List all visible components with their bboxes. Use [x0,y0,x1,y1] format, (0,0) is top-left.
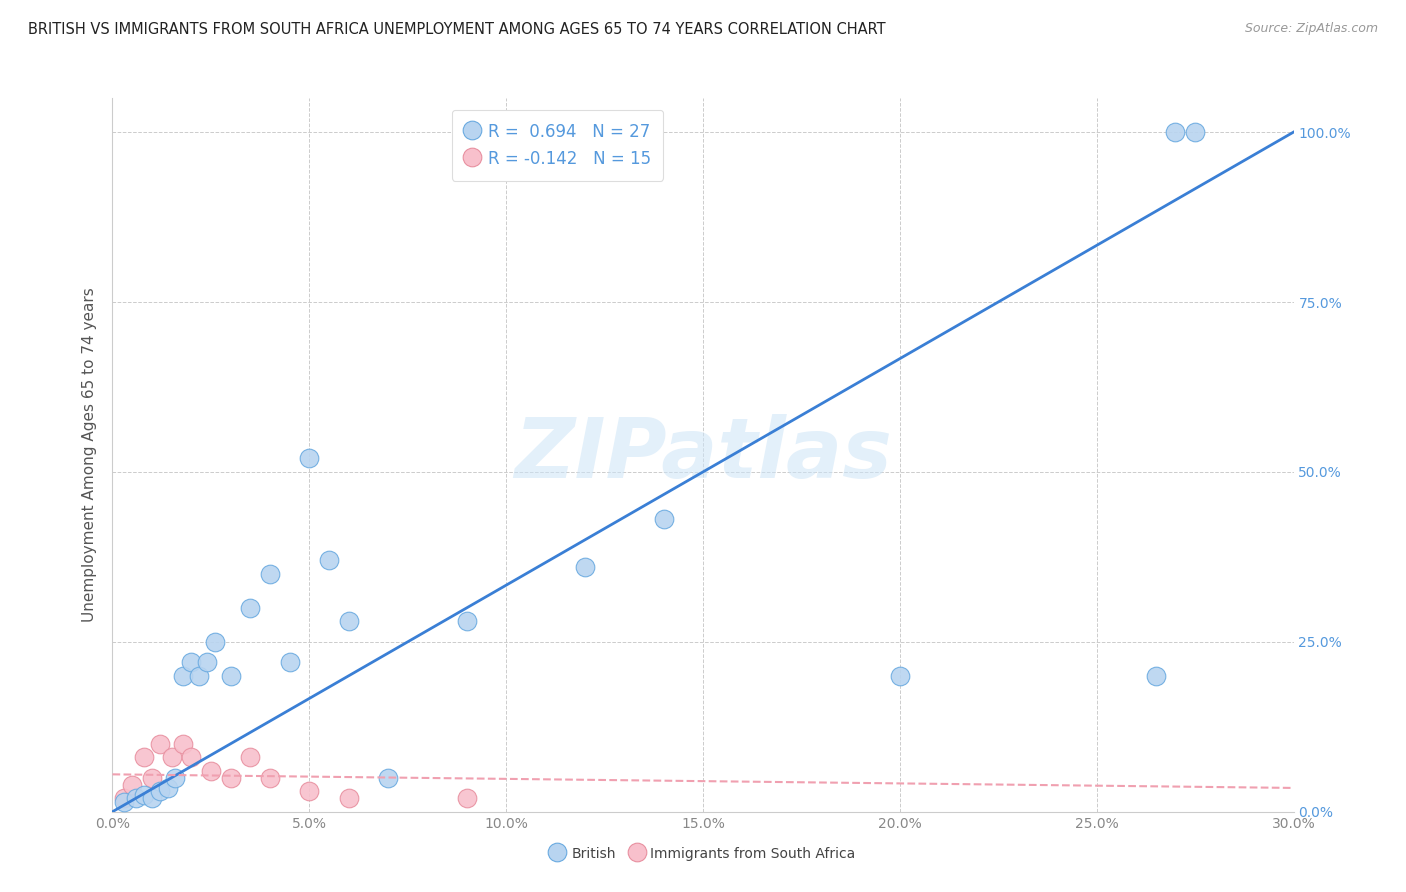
Point [125,791,148,805]
Point [1184,125,1206,139]
Point [172,669,194,683]
Point [574,560,596,574]
Point [239,750,262,764]
Point [337,791,360,805]
Point [456,615,478,629]
Point [259,771,281,785]
Point [112,795,135,809]
Point [239,600,262,615]
Point [149,737,172,751]
Point [188,669,211,683]
Point [278,655,301,669]
Point [298,784,321,798]
Point [132,750,155,764]
Text: Source: ZipAtlas.com: Source: ZipAtlas.com [1244,22,1378,36]
Text: BRITISH VS IMMIGRANTS FROM SOUTH AFRICA UNEMPLOYMENT AMONG AGES 65 TO 74 YEARS C: BRITISH VS IMMIGRANTS FROM SOUTH AFRICA … [28,22,886,37]
Point [160,750,183,764]
Point [889,669,911,683]
Y-axis label: Unemployment Among Ages 65 to 74 years: Unemployment Among Ages 65 to 74 years [82,287,97,623]
Point [156,780,179,795]
Point [149,784,172,798]
Point [219,669,242,683]
Point [141,791,163,805]
Point [112,791,135,805]
Point [1164,125,1187,139]
Legend: British, Immigrants from South Africa: British, Immigrants from South Africa [543,838,863,869]
Point [200,764,222,778]
Point [195,655,218,669]
Point [377,771,399,785]
Point [652,512,675,526]
Point [298,451,321,466]
Point [204,635,226,649]
Point [180,750,202,764]
Point [1144,669,1167,683]
Point [259,566,281,581]
Point [219,771,242,785]
Point [172,737,194,751]
Point [318,553,340,567]
Point [121,778,143,792]
Point [141,771,163,785]
Point [456,791,478,805]
Point [180,655,202,669]
Point [337,615,360,629]
Text: ZIPatlas: ZIPatlas [515,415,891,495]
Point [132,788,155,802]
Point [165,771,187,785]
